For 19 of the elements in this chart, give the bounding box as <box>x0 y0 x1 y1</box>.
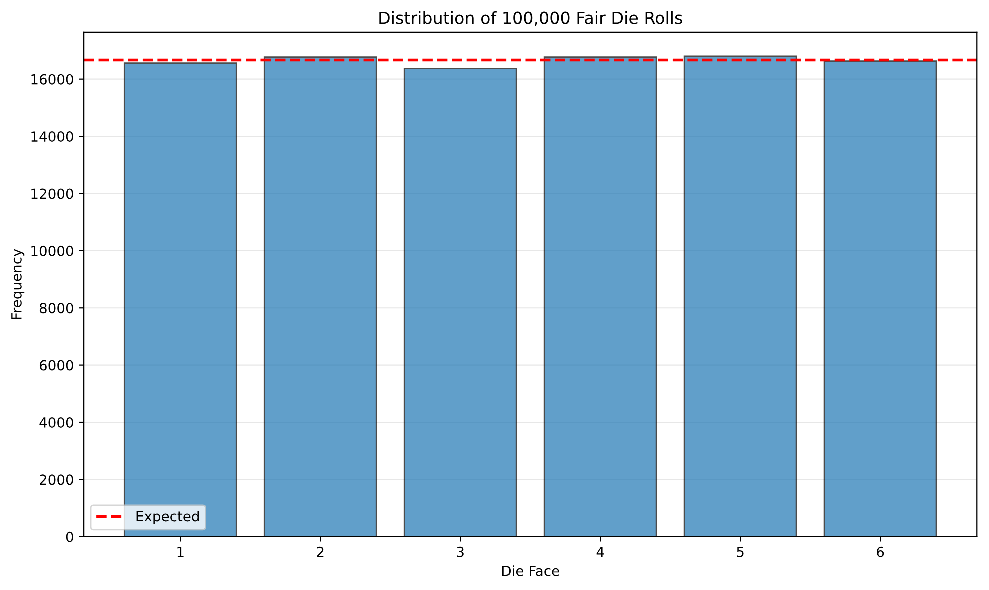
x-tick-label: 5 <box>737 547 744 558</box>
x-tick-label: 3 <box>457 546 464 558</box>
y-tick-label: 2000 <box>40 474 74 486</box>
y-axis-title: Frequency <box>12 249 25 320</box>
y-tick-label: 0 <box>66 532 74 542</box>
x-tick-label: 1 <box>178 547 184 558</box>
chart-title: Distribution of 100,000 Fair Die Rolls <box>380 11 682 26</box>
y-tick-label: 16000 <box>32 74 74 85</box>
y-tick-label: 6000 <box>40 360 74 371</box>
x-tick-label: 2 <box>317 546 324 558</box>
x-tick-label: 4 <box>596 547 604 558</box>
y-tick-label: 10000 <box>32 246 74 256</box>
y-tick-label: 12000 <box>32 188 74 200</box>
legend-label: Expected <box>136 510 199 524</box>
x-tick-label: 6 <box>877 546 884 558</box>
y-tick-label: 4000 <box>40 417 74 428</box>
y-tick-label: 14000 <box>32 132 74 142</box>
x-axis-title: Die Face <box>502 566 560 576</box>
y-tick-label: 8000 <box>40 303 74 314</box>
